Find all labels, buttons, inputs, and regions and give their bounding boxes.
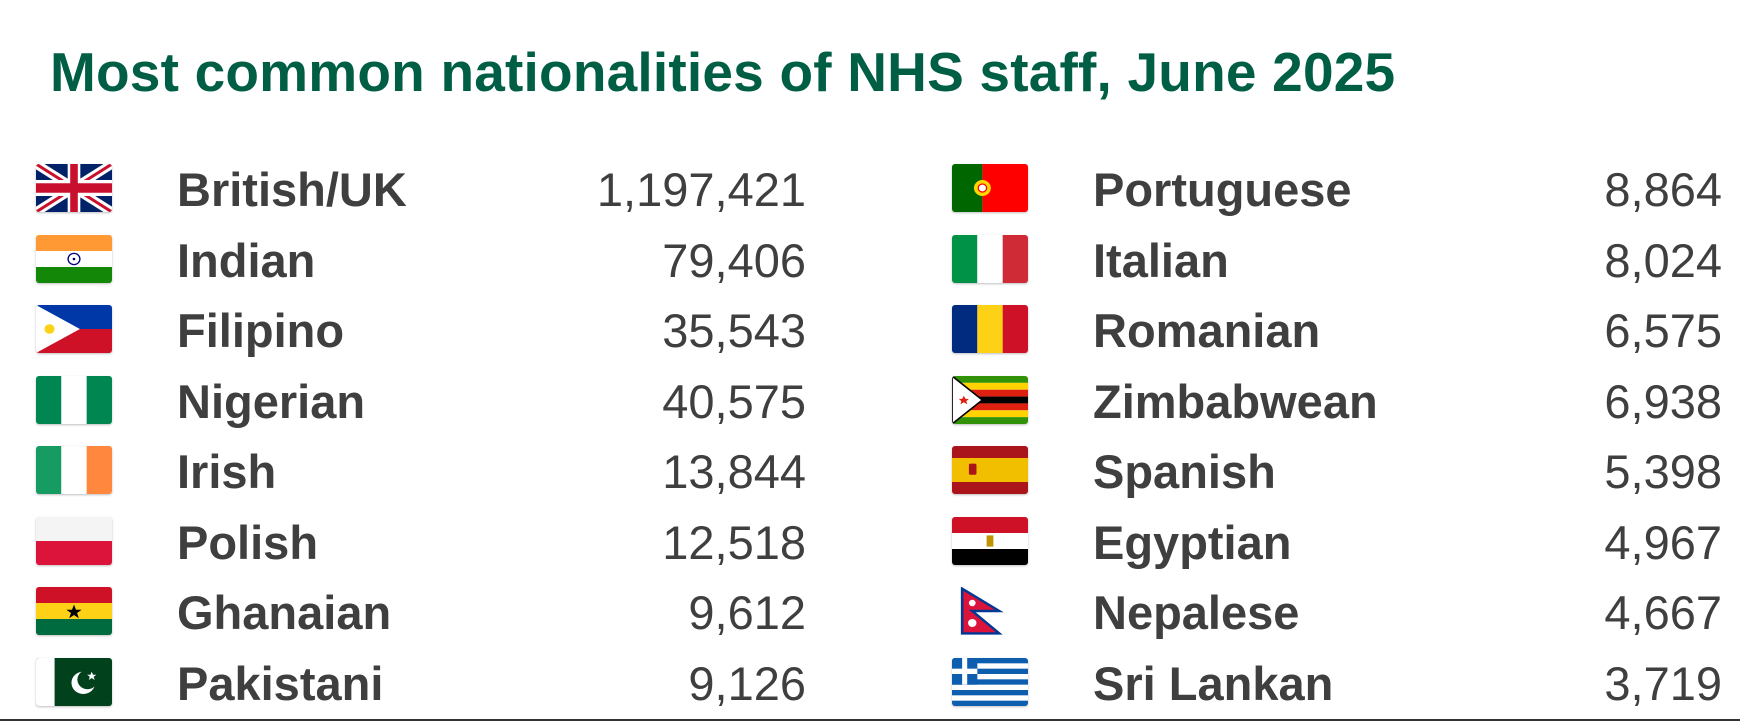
table-row: Ghanaian 9,612 (36, 585, 806, 656)
uk-flag-icon (36, 164, 112, 212)
table-row: Sri Lankan 3,719 (952, 656, 1722, 726)
nationality-label: British/UK (177, 162, 407, 218)
nationality-label: Ghanaian (177, 585, 391, 641)
philippines-flag-icon (36, 305, 112, 353)
staff-count: 6,575 (1604, 303, 1722, 359)
nationality-label: Egyptian (1093, 515, 1291, 571)
spain-flag-icon (952, 446, 1028, 494)
egypt-flag-icon (952, 517, 1028, 565)
staff-count: 13,844 (662, 444, 806, 500)
staff-count: 6,938 (1604, 374, 1722, 430)
table-row: Italian 8,024 (952, 233, 1722, 304)
portugal-flag-icon (952, 164, 1028, 212)
staff-count: 12,518 (662, 515, 806, 571)
nationality-label: Filipino (177, 303, 344, 359)
staff-count: 35,543 (662, 303, 806, 359)
table-row: British/UK 1,197,421 (36, 162, 806, 233)
nationality-label: Indian (177, 233, 315, 289)
italy-flag-icon (952, 235, 1028, 283)
nationality-label: Nepalese (1093, 585, 1299, 641)
nationality-label: Spanish (1093, 444, 1276, 500)
india-flag-icon (36, 235, 112, 283)
nationality-label: Polish (177, 515, 318, 571)
staff-count: 40,575 (662, 374, 806, 430)
staff-count: 3,719 (1604, 656, 1722, 712)
greece-flag-icon (952, 658, 1028, 706)
table-row: Filipino 35,543 (36, 303, 806, 374)
staff-count: 4,667 (1604, 585, 1722, 641)
nigeria-flag-icon (36, 376, 112, 424)
staff-count: 1,197,421 (597, 162, 806, 218)
ireland-flag-icon (36, 446, 112, 494)
table-row: Portuguese 8,864 (952, 162, 1722, 233)
staff-count: 4,967 (1604, 515, 1722, 571)
staff-count: 9,612 (688, 585, 806, 641)
table-row: Spanish 5,398 (952, 444, 1722, 515)
nationality-column-left: British/UK 1,197,421 Indian 79,406 Filip… (36, 162, 806, 726)
nationality-label: Italian (1093, 233, 1229, 289)
staff-count: 5,398 (1604, 444, 1722, 500)
pakistan-flag-icon (36, 658, 112, 706)
staff-count: 8,864 (1604, 162, 1722, 218)
romania-flag-icon (952, 305, 1028, 353)
nationality-label: Pakistani (177, 656, 383, 712)
nationality-column-right: Portuguese 8,864 Italian 8,024 Romanian … (952, 162, 1722, 726)
table-row: Polish 12,518 (36, 515, 806, 586)
table-row: Pakistani 9,126 (36, 656, 806, 726)
ghana-flag-icon (36, 587, 112, 635)
table-row: Nigerian 40,575 (36, 374, 806, 445)
staff-count: 79,406 (662, 233, 806, 289)
table-row: Indian 79,406 (36, 233, 806, 304)
table-row: Irish 13,844 (36, 444, 806, 515)
nepal-flag-icon (952, 587, 1028, 635)
table-row: Zimbabwean 6,938 (952, 374, 1722, 445)
nationality-label: Zimbabwean (1093, 374, 1378, 430)
table-row: Egyptian 4,967 (952, 515, 1722, 586)
nationality-label: Portuguese (1093, 162, 1352, 218)
chart-title: Most common nationalities of NHS staff, … (50, 40, 1395, 104)
table-row: Nepalese 4,667 (952, 585, 1722, 656)
staff-count: 9,126 (688, 656, 806, 712)
poland-flag-icon (36, 517, 112, 565)
nationality-label: Irish (177, 444, 276, 500)
nationality-label: Sri Lankan (1093, 656, 1333, 712)
zimbabwe-flag-icon (952, 376, 1028, 424)
staff-count: 8,024 (1604, 233, 1722, 289)
table-row: Romanian 6,575 (952, 303, 1722, 374)
nationality-label: Romanian (1093, 303, 1320, 359)
nationality-label: Nigerian (177, 374, 365, 430)
